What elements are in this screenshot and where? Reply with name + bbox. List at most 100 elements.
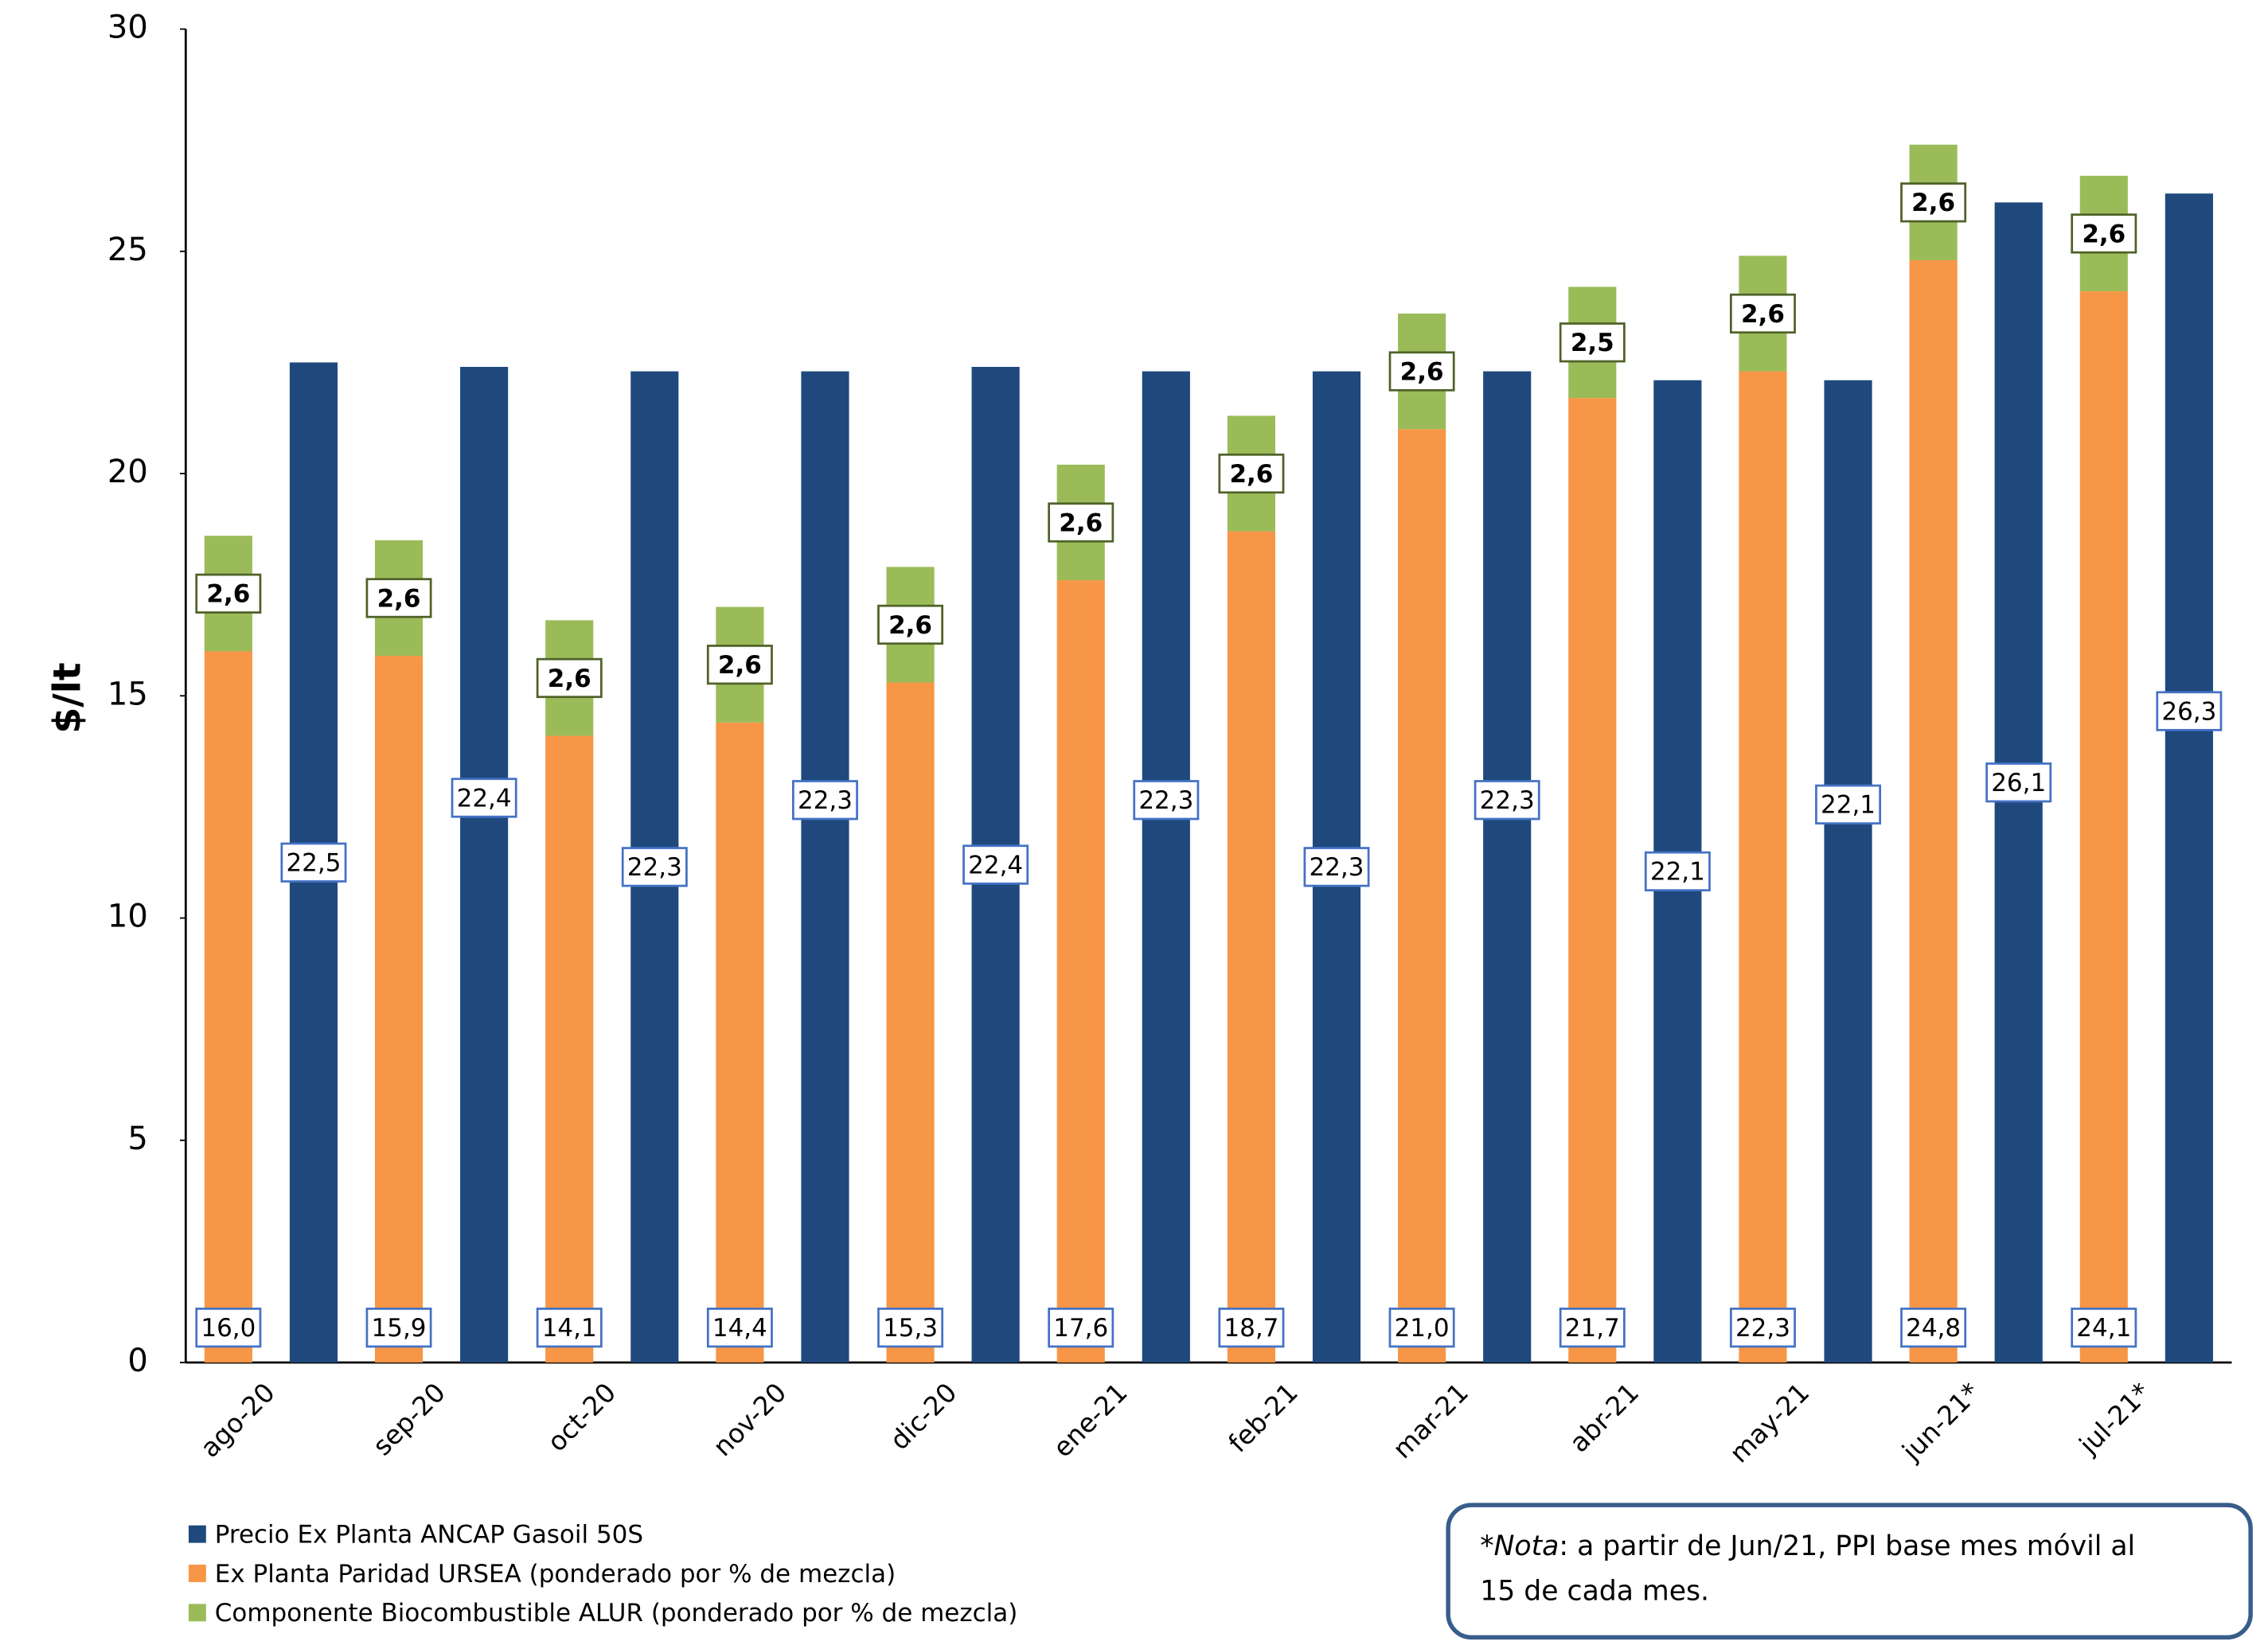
bar [1824, 380, 1872, 1363]
value-label-box [536, 1308, 603, 1348]
value-label-box [1559, 322, 1626, 363]
value-label: 22,5 [286, 849, 341, 878]
value-label-box [2071, 213, 2137, 254]
value-label: 21,7 [1565, 1314, 1620, 1343]
legend-swatch [188, 1565, 206, 1582]
bar-segment [2079, 291, 2128, 1363]
value-label-box [877, 1308, 944, 1348]
note-lead: *Nota [1480, 1530, 1559, 1562]
value-label-box [195, 1308, 262, 1348]
x-tick-label: dic-20 [884, 1377, 963, 1456]
value-label-box [1559, 1308, 1626, 1348]
bar [1142, 371, 1190, 1363]
value-label-box [1218, 1308, 1285, 1348]
value-label-box [1644, 851, 1711, 892]
value-label: 2,6 [548, 665, 591, 693]
value-label: 2,6 [206, 580, 250, 609]
x-tick-label: nov-20 [708, 1377, 793, 1462]
value-label: 16,0 [201, 1314, 256, 1343]
value-label: 22,3 [1138, 786, 1193, 815]
value-label: 26,1 [1991, 769, 2046, 797]
bar-segment [716, 722, 764, 1363]
value-label-box [1218, 453, 1285, 494]
value-label: 24,8 [1906, 1314, 1961, 1343]
legend-swatch [188, 1604, 206, 1622]
value-label-box [877, 604, 944, 645]
value-label: 2,6 [2082, 220, 2126, 248]
value-label: 18,7 [1224, 1314, 1278, 1343]
x-tick-label: oct-20 [541, 1377, 622, 1457]
bar [2165, 193, 2213, 1363]
x-tick-label: jul-21* [2073, 1377, 2157, 1460]
bar-segment [1568, 398, 1617, 1363]
bar-segment [374, 656, 424, 1363]
y-tick-label: 0 [127, 1343, 148, 1379]
value-label-box [2071, 1308, 2137, 1348]
note-text: 15 de cada mes. [1480, 1576, 1709, 1608]
note-text: *Nota: a partir de Jun/21, PPI base mes … [1480, 1530, 2135, 1562]
bar-segment [886, 682, 935, 1363]
x-tick-label: feb-21 [1223, 1377, 1304, 1458]
x-tick-label: may-21 [1724, 1377, 1816, 1468]
value-label-box [365, 578, 432, 618]
value-label: 21,0 [1395, 1314, 1450, 1343]
value-label-box [536, 657, 603, 699]
y-tick-label: 20 [107, 454, 148, 490]
value-label-box [1048, 1308, 1114, 1348]
value-label-box [962, 844, 1029, 885]
bar [801, 371, 849, 1363]
value-label: 14,4 [712, 1314, 767, 1343]
value-label: 22,4 [968, 851, 1023, 879]
bar [1483, 371, 1532, 1363]
value-label: 22,3 [627, 853, 682, 882]
value-label: 22,1 [1821, 791, 1876, 820]
x-tick-label: ene-21 [1048, 1377, 1134, 1463]
value-label: 2,6 [377, 584, 421, 613]
value-label: 15,3 [883, 1314, 938, 1343]
value-label-box [1729, 1308, 1796, 1348]
value-label: 14,1 [542, 1314, 597, 1343]
value-label-box [706, 1308, 773, 1348]
bar-segment [1909, 259, 1958, 1363]
legend-label: Ex Planta Paridad URSEA (ponderado por %… [215, 1560, 896, 1589]
bar-segment [545, 735, 594, 1363]
x-tick-label: sep-20 [367, 1377, 451, 1461]
x-tick-label: jun-21* [1896, 1377, 1986, 1467]
x-tick-label: mar-21 [1387, 1377, 1474, 1464]
value-label: 22,3 [1480, 786, 1535, 815]
note-line: : a partir de Jun/21, PPI base mes móvil… [1559, 1530, 2135, 1562]
value-label-box [1900, 1308, 1967, 1348]
y-tick-label: 10 [107, 899, 148, 935]
value-label-box [280, 842, 347, 883]
value-label: 17,6 [1053, 1314, 1108, 1343]
value-label: 2,6 [1229, 460, 1273, 489]
note-box [1446, 1503, 2253, 1640]
bar-segment [1227, 531, 1275, 1363]
value-label-box [1303, 847, 1370, 887]
value-label-box [1388, 1308, 1455, 1348]
value-label-box [792, 780, 858, 821]
value-label: 22,1 [1650, 858, 1705, 887]
value-label-box [1388, 351, 1455, 392]
value-label-box [706, 645, 773, 685]
bar-segment [1398, 429, 1446, 1363]
legend-label: Precio Ex Planta ANCAP Gasoil 50S [215, 1520, 643, 1549]
value-label-box [1048, 502, 1114, 543]
value-label-box [1133, 780, 1200, 821]
value-label-box [1900, 182, 1967, 223]
x-tick-label: abr-21 [1563, 1377, 1645, 1458]
value-label-box [1474, 780, 1540, 821]
bar-segment [204, 651, 252, 1363]
value-label: 2,5 [1571, 329, 1614, 357]
value-label-box [621, 847, 688, 887]
value-label-box [451, 778, 517, 818]
value-label-box [1729, 293, 1796, 334]
legend-label: Componente Biocombustible ALUR (ponderad… [215, 1599, 1018, 1628]
value-label: 24,1 [2076, 1314, 2131, 1343]
bar-segment [1739, 371, 1787, 1363]
value-label-box [195, 573, 262, 614]
value-label-box [1985, 762, 2052, 803]
y-tick-label: 30 [107, 10, 148, 46]
value-label: 2,6 [1400, 357, 1444, 386]
